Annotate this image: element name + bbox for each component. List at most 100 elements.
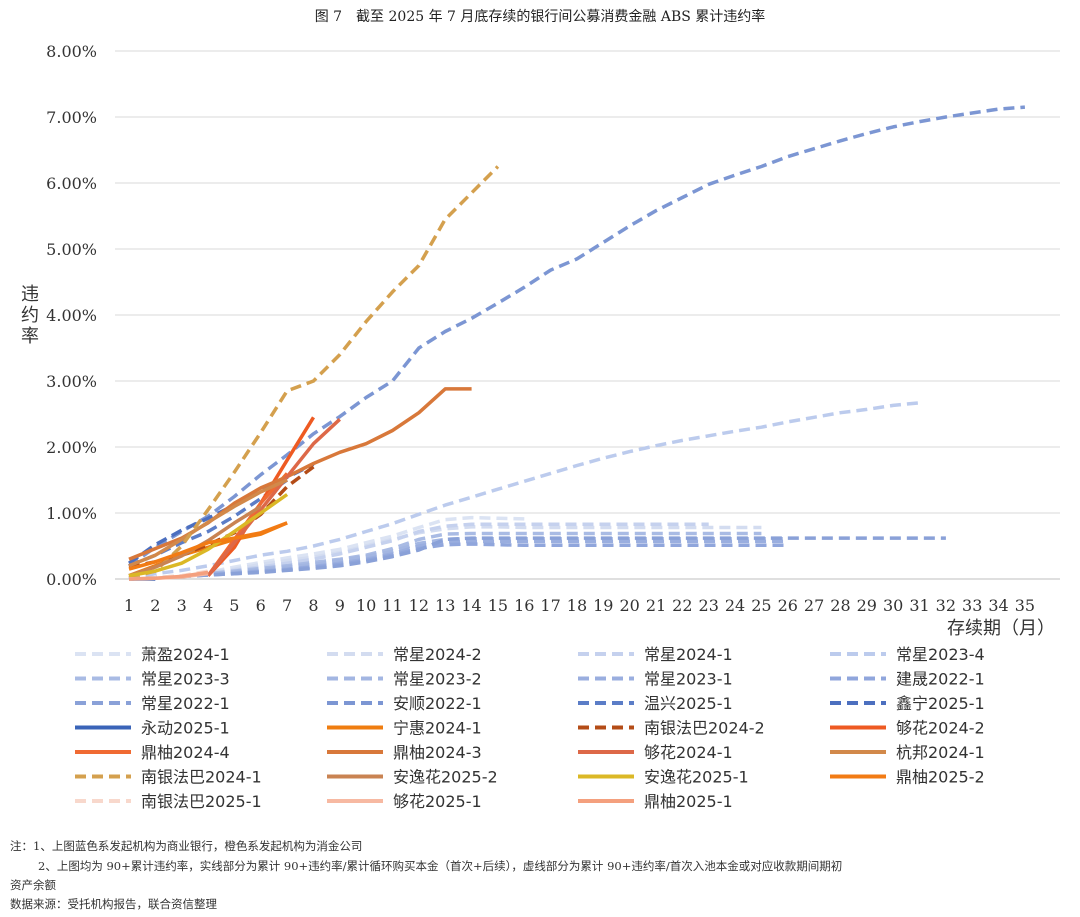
legend-item: 够花2024-1 bbox=[578, 743, 733, 762]
x-tick-label: 29 bbox=[857, 596, 877, 615]
series-line-常星2022-1 bbox=[128, 536, 946, 581]
x-tick-label: 34 bbox=[988, 596, 1008, 615]
y-axis-title: 违约率 bbox=[21, 284, 39, 347]
legend-label: 常星2023-2 bbox=[393, 670, 482, 689]
x-tick-label: 6 bbox=[256, 596, 266, 615]
legend-label: 萧盈2024-1 bbox=[141, 645, 230, 664]
x-tick-label: 21 bbox=[646, 596, 666, 615]
y-tick-label: 6.00% bbox=[46, 174, 97, 193]
x-tick-label: 33 bbox=[962, 596, 982, 615]
chart-title: 图 7 截至 2025 年 7 月底存续的银行间公募消费金融 ABS 累计违约率 bbox=[314, 9, 766, 25]
x-tick-label: 28 bbox=[830, 596, 850, 615]
x-tick-label: 27 bbox=[804, 596, 824, 615]
legend-label: 安顺2022-1 bbox=[393, 694, 482, 713]
legend-item: 永动2025-1 bbox=[75, 719, 230, 738]
legend-item: 宁惠2024-1 bbox=[327, 719, 482, 738]
x-tick-label: 23 bbox=[699, 596, 719, 615]
legend-label: 南银法巴2025-1 bbox=[141, 792, 262, 811]
legend-item: 安逸花2025-1 bbox=[578, 768, 749, 787]
series-line-杭邦2024-1 bbox=[128, 478, 288, 568]
legend-label: 鼎柚2024-3 bbox=[393, 743, 482, 762]
legend-label: 够花2024-1 bbox=[644, 743, 733, 762]
legend-label: 常星2024-1 bbox=[644, 645, 733, 664]
legend-label: 鑫宁2025-1 bbox=[896, 694, 985, 713]
x-tick-label: 30 bbox=[883, 596, 903, 615]
legend-label: 鼎柚2024-4 bbox=[141, 743, 230, 762]
legend-label: 够花2025-1 bbox=[393, 792, 482, 811]
legend-item: 够花2024-2 bbox=[830, 719, 985, 738]
legend-item: 常星2024-1 bbox=[578, 645, 733, 664]
legend-label: 常星2023-4 bbox=[896, 645, 985, 664]
series-line-常星2023-4 bbox=[128, 401, 920, 581]
legend-item: 鼎柚2024-4 bbox=[75, 743, 230, 762]
x-tick-label: 17 bbox=[540, 596, 560, 615]
series-line-南银法巴2024-1 bbox=[128, 165, 500, 580]
line-chart: 0.00% 1.00% 2.00% 3.00% 4.00% 5.00% 6.00% 7.00%… bbox=[21, 42, 1060, 811]
series-line-常星2024-1 bbox=[128, 522, 709, 581]
y-tick-label: 5.00% bbox=[46, 240, 97, 259]
series-line-温兴2025-1 bbox=[128, 478, 289, 568]
legend-item: 温兴2025-1 bbox=[578, 694, 733, 713]
legend-label: 鼎柚2025-2 bbox=[896, 768, 985, 787]
series-line-安逸花2025-1 bbox=[128, 493, 289, 578]
x-tick-label: 32 bbox=[936, 596, 956, 615]
series-line-安顺2022-1 bbox=[127, 105, 1026, 568]
y-tick-label: 8.00% bbox=[46, 42, 97, 61]
legend-item: 鼎柚2025-2 bbox=[830, 768, 985, 787]
x-tick-label: 16 bbox=[514, 596, 534, 615]
x-tick-label: 2 bbox=[150, 596, 160, 615]
x-tick-label: 13 bbox=[435, 596, 455, 615]
x-tick-label: 12 bbox=[409, 596, 429, 615]
series-lines bbox=[127, 105, 1026, 581]
legend-label: 永动2025-1 bbox=[141, 719, 230, 738]
x-tick-label: 1 bbox=[124, 596, 134, 615]
legend-item: 鼎柚2025-1 bbox=[578, 792, 733, 811]
legend-item: 鑫宁2025-1 bbox=[830, 694, 985, 713]
x-tick-label: 8 bbox=[308, 596, 318, 615]
y-tick-label: 0.00% bbox=[46, 570, 97, 589]
legend-item: 南银法巴2024-1 bbox=[75, 768, 262, 787]
x-tick-label: 19 bbox=[593, 596, 613, 615]
series-line-够花2024-1 bbox=[206, 418, 341, 577]
legend-label: 温兴2025-1 bbox=[644, 694, 733, 713]
legend-item: 常星2023-1 bbox=[578, 670, 733, 689]
legend-label: 安逸花2025-1 bbox=[644, 768, 749, 787]
axes: 0.00% 1.00% 2.00% 3.00% 4.00% 5.00% 6.00% 7.00%… bbox=[21, 42, 1060, 639]
y-tick-label: 4.00% bbox=[46, 306, 97, 325]
x-tick-label: 10 bbox=[356, 596, 376, 615]
series-line-鼎柚2025-1 bbox=[128, 570, 209, 581]
footnote-2-continued: 资产余额 bbox=[10, 878, 56, 892]
x-tick-label: 35 bbox=[1015, 596, 1035, 615]
x-tick-label: 5 bbox=[229, 596, 239, 615]
legend-label: 常星2022-1 bbox=[141, 694, 230, 713]
legend-label: 南银法巴2024-1 bbox=[141, 768, 262, 787]
x-tick-label: 25 bbox=[751, 596, 771, 615]
y-tick-label: 1.00% bbox=[46, 504, 97, 523]
x-tick-label: 22 bbox=[672, 596, 692, 615]
legend-item: 鼎柚2024-3 bbox=[327, 743, 482, 762]
legend-item: 萧盈2024-1 bbox=[75, 645, 230, 664]
y-tick-label: 7.00% bbox=[46, 108, 97, 127]
x-axis-title: 存续期（月） bbox=[947, 618, 1055, 639]
legend-item: 常星2023-3 bbox=[75, 670, 230, 689]
legend-label: 宁惠2024-1 bbox=[393, 719, 482, 738]
legend-label: 安逸花2025-2 bbox=[393, 768, 498, 787]
legend-label: 够花2024-2 bbox=[896, 719, 985, 738]
legend-item: 杭邦2024-1 bbox=[830, 743, 985, 762]
legend-label: 南银法巴2024-2 bbox=[644, 719, 765, 738]
data-source: 数据来源：受托机构报告，联合资信整理 bbox=[10, 897, 217, 911]
x-tick-label: 4 bbox=[203, 596, 213, 615]
x-tick-label: 3 bbox=[177, 596, 187, 615]
x-tick-label: 18 bbox=[567, 596, 587, 615]
footnote-1: 注：1、上图蓝色系发起机构为商业银行，橙色系发起机构为消金公司 bbox=[10, 839, 363, 853]
legend-item: 常星2022-1 bbox=[75, 694, 230, 713]
x-tick-label: 31 bbox=[909, 596, 929, 615]
legend-item: 南银法巴2025-1 bbox=[75, 792, 262, 811]
legend-item: 安顺2022-1 bbox=[327, 694, 482, 713]
legend: 萧盈2024-1 常星2024-2 常星2024-1 常星2023-4 常星2023-3… bbox=[75, 645, 985, 811]
legend-label: 常星2023-3 bbox=[141, 670, 230, 689]
x-tick-label: 14 bbox=[461, 596, 481, 615]
legend-item: 常星2024-2 bbox=[327, 645, 482, 664]
y-tick-label: 3.00% bbox=[46, 372, 97, 391]
legend-item: 够花2025-1 bbox=[327, 792, 482, 811]
